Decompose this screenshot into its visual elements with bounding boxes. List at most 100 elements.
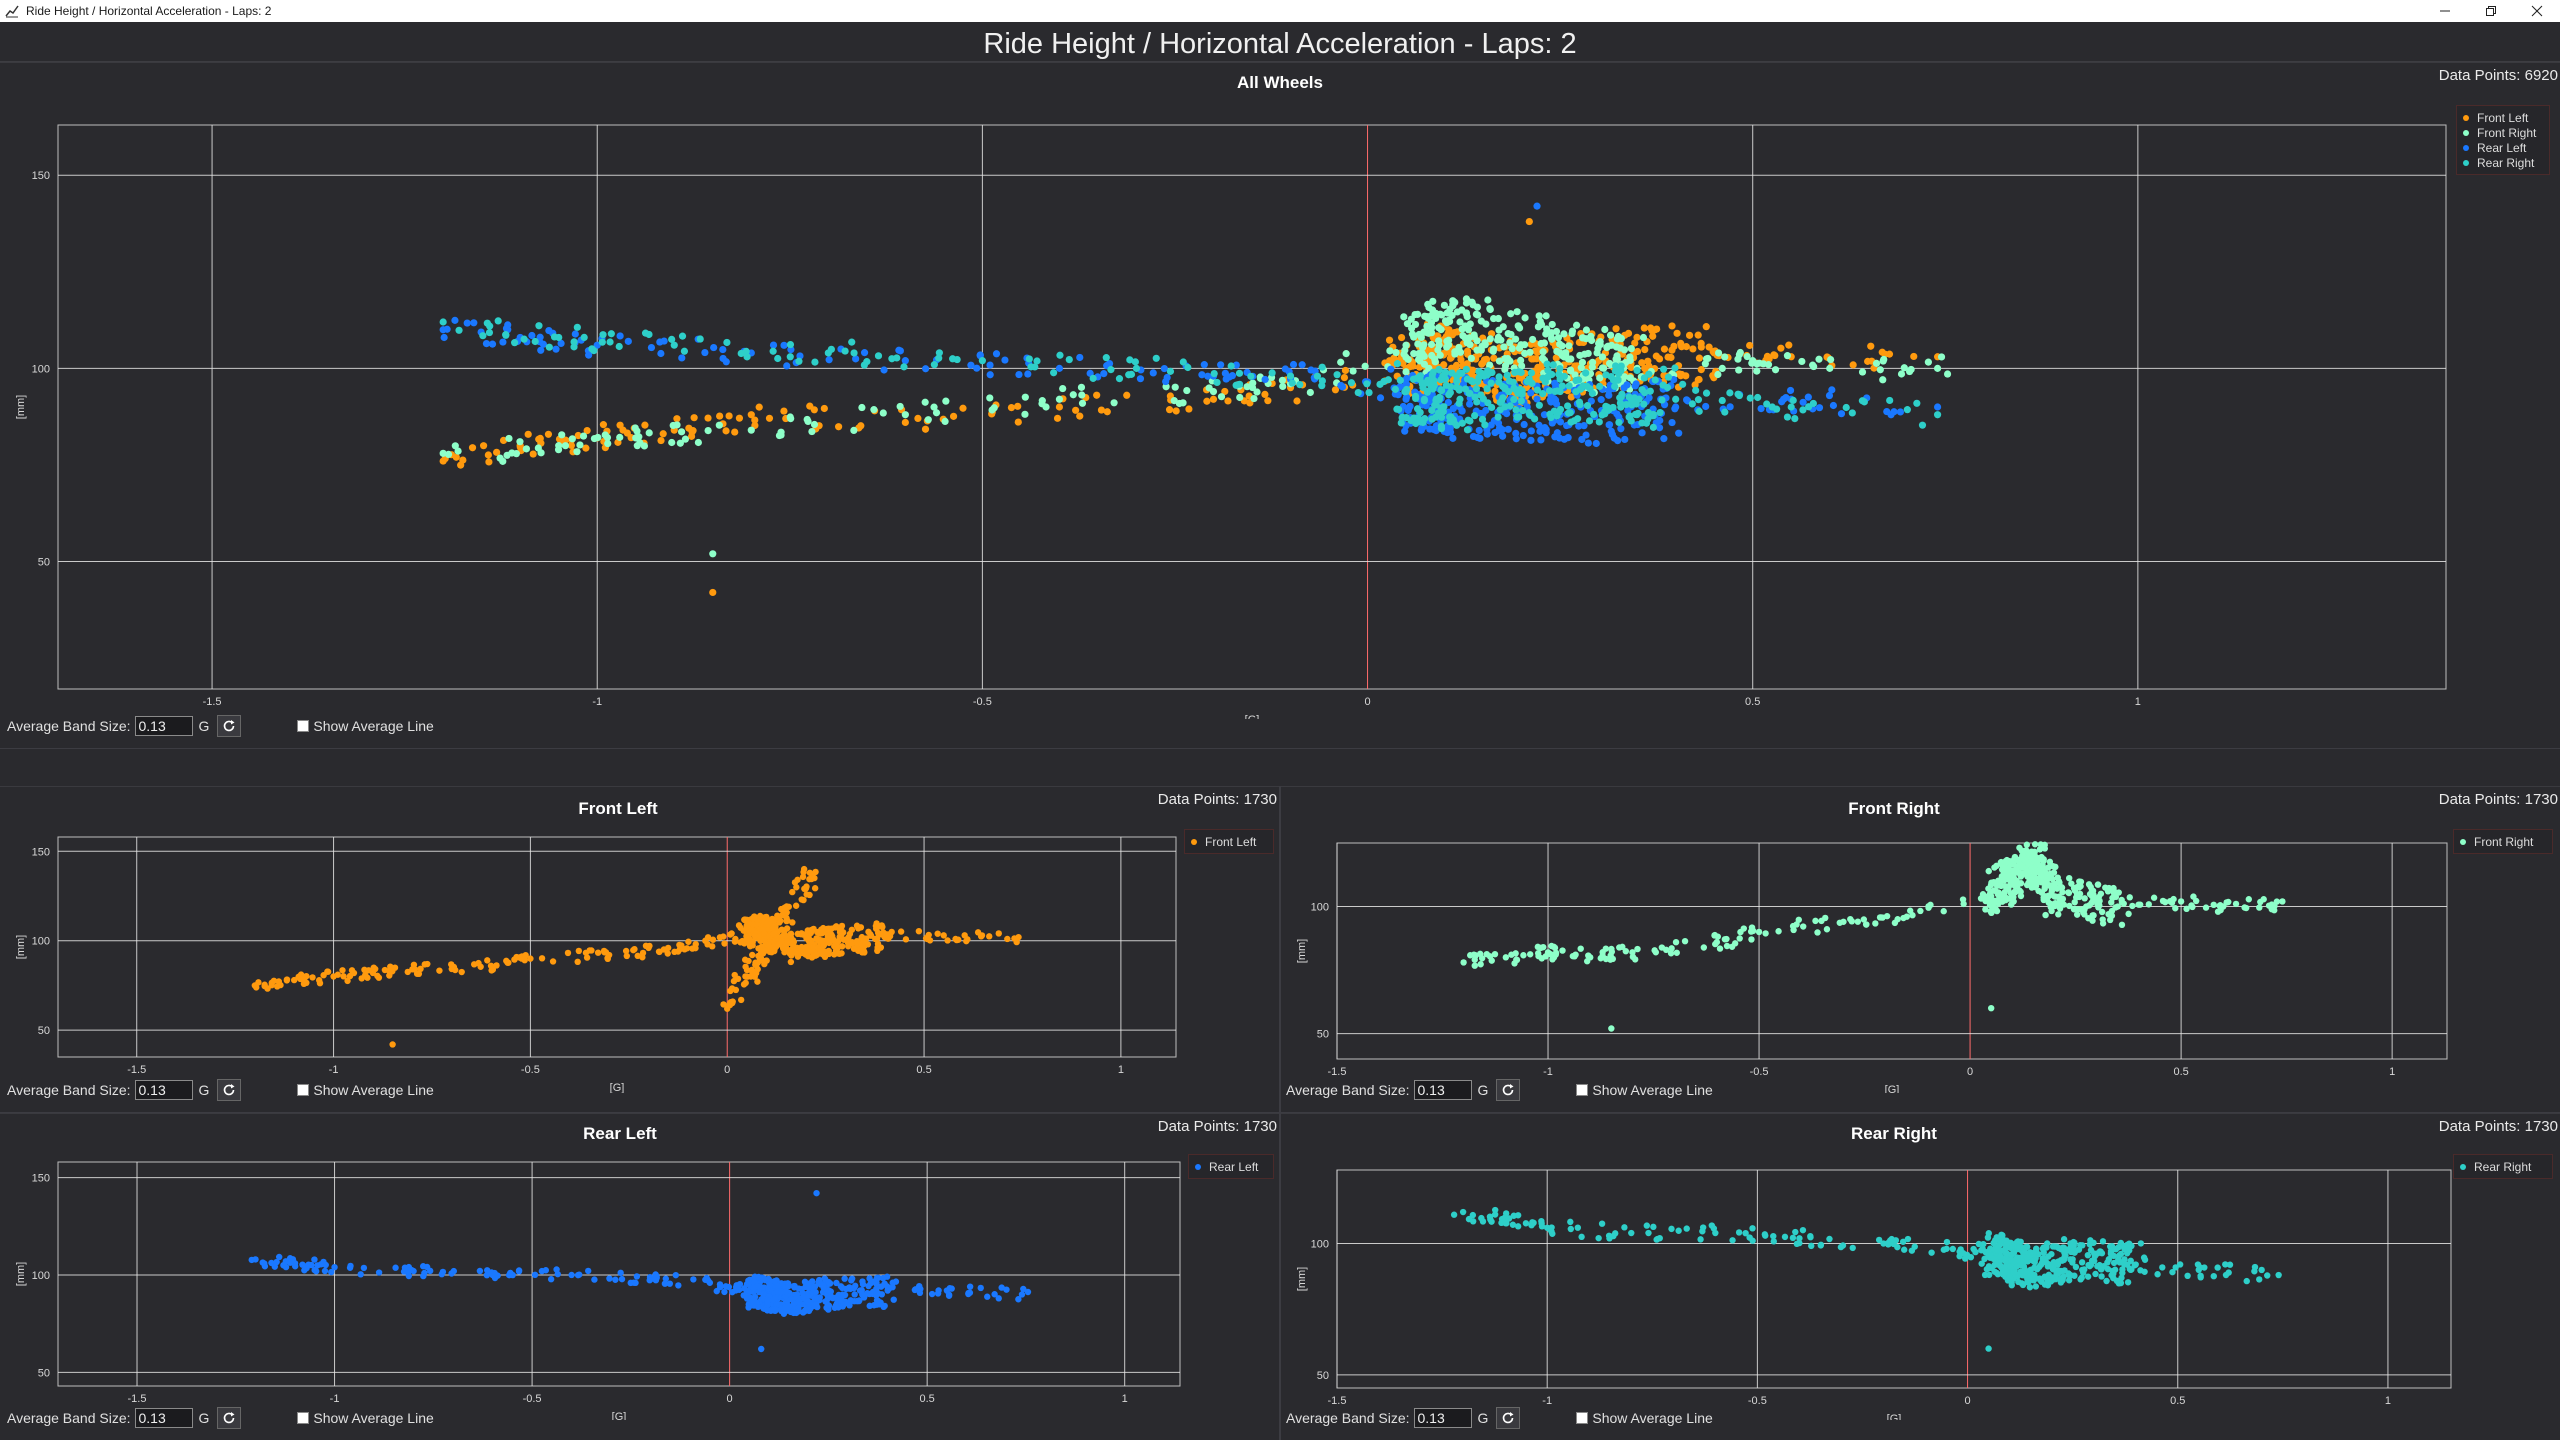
data-point — [1543, 360, 1551, 368]
data-point — [1826, 1235, 1833, 1243]
data-point — [1331, 386, 1340, 394]
data-point — [1444, 398, 1452, 407]
data-point — [1429, 379, 1437, 387]
minimize-button[interactable] — [2422, 0, 2468, 22]
data-point — [574, 431, 582, 440]
data-point — [2079, 1242, 2086, 1249]
refresh-button[interactable] — [217, 1079, 242, 1101]
data-point — [455, 326, 463, 334]
data-point — [1808, 1242, 1815, 1250]
data-point — [942, 397, 950, 405]
data-point — [812, 1289, 819, 1296]
scatter-plot-front-right[interactable]: -1.5 -1 -0.5 0 0.5 1 50 100 [G] [mm] — [1281, 823, 2449, 1093]
data-point — [1417, 426, 1425, 434]
data-point — [1891, 919, 1899, 927]
data-point — [415, 970, 423, 978]
restore-button[interactable] — [2468, 0, 2514, 22]
data-point — [1400, 313, 1408, 321]
data-point — [1437, 425, 1446, 433]
data-point — [1401, 346, 1409, 354]
data-point — [855, 1297, 863, 1305]
data-point — [362, 971, 369, 979]
show-average-line-checkbox[interactable] — [1576, 1084, 1589, 1096]
show-average-line-checkbox[interactable] — [1576, 1412, 1589, 1424]
data-point — [1539, 390, 1547, 398]
data-point — [1849, 1244, 1856, 1252]
data-point — [1641, 365, 1649, 373]
scatter-plot-rear-right[interactable]: -1.5 -1 -0.5 0 0.5 1 50 100 [G] [mm] — [1281, 1148, 2455, 1420]
data-point — [1440, 403, 1448, 411]
refresh-button[interactable] — [217, 715, 242, 737]
data-point — [1522, 1220, 1530, 1227]
data-point — [1624, 329, 1633, 337]
band-size-input[interactable] — [1413, 1408, 1472, 1428]
data-point — [1940, 908, 1947, 915]
x-tick-label: 0 — [727, 1393, 733, 1405]
show-average-line-toggle[interactable]: Show Average Line — [297, 1410, 434, 1426]
data-point — [880, 929, 887, 936]
data-point — [1020, 1285, 1027, 1293]
data-point — [571, 330, 579, 338]
data-point — [1875, 1236, 1883, 1244]
scatter-plot-rear-left[interactable]: -1.5 -1 -0.5 0 0.5 1 50 100 150 [G] [mm] — [0, 1148, 1194, 1420]
data-point — [1471, 956, 1478, 963]
data-point — [775, 431, 784, 440]
close-button[interactable] — [2514, 0, 2560, 22]
data-point — [1978, 1260, 1985, 1267]
horizontal-splitter[interactable] — [0, 748, 2560, 786]
refresh-button[interactable] — [1496, 1079, 1521, 1101]
data-point — [1420, 341, 1428, 349]
data-point — [1411, 392, 1420, 400]
data-point — [1580, 422, 1588, 430]
show-average-line-toggle[interactable]: Show Average Line — [1576, 1410, 1713, 1426]
data-point — [1503, 371, 1511, 379]
data-point — [1517, 397, 1525, 405]
data-point — [1651, 376, 1659, 384]
data-point — [1184, 363, 1192, 372]
data-point — [1458, 325, 1466, 333]
data-point — [630, 946, 637, 954]
vertical-splitter[interactable] — [1279, 786, 1281, 1440]
band-size-input[interactable] — [134, 1080, 193, 1100]
show-average-line-checkbox[interactable] — [297, 720, 310, 732]
scatter-plot-front-left[interactable]: -1.5 -1 -0.5 0 0.5 1 50 100 150 [G] [mm] — [0, 823, 1190, 1093]
data-point — [357, 1271, 364, 1278]
data-point — [2245, 896, 2252, 903]
band-controls: Average Band Size: G Show Average Line — [7, 715, 434, 737]
data-point — [484, 957, 491, 964]
data-point — [1162, 377, 1170, 386]
data-point — [1904, 1235, 1912, 1243]
data-point — [1726, 389, 1734, 397]
data-point — [537, 346, 545, 354]
show-average-line-checkbox[interactable] — [297, 1412, 310, 1424]
data-point — [1456, 348, 1465, 356]
data-point — [1477, 391, 1485, 399]
data-point — [797, 930, 804, 938]
data-point — [1613, 355, 1622, 363]
x-tick-label: 0.5 — [916, 1064, 931, 1076]
data-point — [883, 1273, 891, 1280]
data-point — [1444, 341, 1453, 349]
data-point — [2048, 903, 2055, 911]
refresh-button[interactable] — [217, 1407, 242, 1429]
data-point — [1491, 387, 1499, 395]
band-size-input[interactable] — [134, 716, 193, 736]
data-point — [641, 329, 650, 337]
x-tick-label: 1 — [2389, 1066, 2395, 1078]
data-point — [1583, 958, 1591, 965]
show-average-line-toggle[interactable]: Show Average Line — [297, 718, 434, 734]
data-point — [309, 974, 316, 981]
refresh-button[interactable] — [1496, 1407, 1521, 1429]
band-size-input[interactable] — [1413, 1080, 1472, 1100]
show-average-line-toggle[interactable]: Show Average Line — [297, 1082, 434, 1098]
data-point — [1162, 383, 1170, 391]
band-size-input[interactable] — [134, 1408, 193, 1428]
data-point — [874, 947, 881, 955]
show-average-line-checkbox[interactable] — [297, 1084, 310, 1096]
show-average-line-label: Show Average Line — [313, 1082, 434, 1098]
data-point — [2010, 1269, 2018, 1276]
show-average-line-toggle[interactable]: Show Average Line — [1576, 1082, 1713, 1098]
data-point — [1055, 395, 1064, 403]
data-point — [2059, 1276, 2066, 1284]
